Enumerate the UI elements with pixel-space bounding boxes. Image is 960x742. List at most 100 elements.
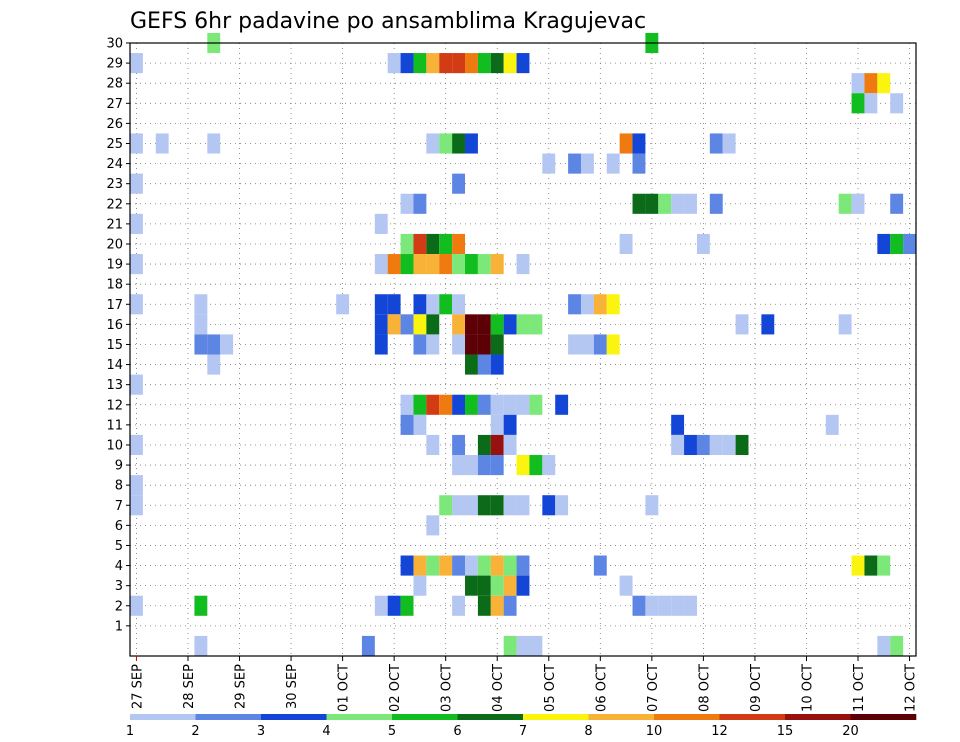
y-tick-label: 9 [115,459,123,474]
precip-cell [606,153,620,174]
y-tick-label: 18 [106,278,123,293]
precip-cell [529,314,543,335]
precip-cell [696,233,710,255]
precip-cell [477,53,491,74]
precip-cell [490,434,504,456]
precip-cell [490,354,504,375]
precip-cell [619,133,633,154]
x-tick-label: 06 OCT [594,664,609,712]
x-tick-label: 05 OCT [543,664,558,712]
precip-cell [503,575,517,596]
x-tick-label: 10 OCT [800,664,815,712]
precip-cell [194,595,208,616]
precip-cell [503,394,517,415]
colorbar-label: 2 [191,724,199,739]
precip-cell [426,314,440,335]
precip-cell [426,394,440,415]
precip-cell [555,394,569,415]
precip-cell [207,354,221,375]
precip-cell [477,575,491,596]
precip-cell [439,233,453,255]
precip-cell [671,595,685,616]
precip-cell [439,294,453,315]
precip-cell [413,254,427,275]
precip-cell [632,193,646,214]
precip-cell [490,455,504,476]
x-tick-label: 08 OCT [697,664,712,712]
precip-cell [413,334,427,355]
precip-cell [851,193,865,214]
precip-cell [477,455,491,476]
precip-cell [387,595,401,616]
precip-cell [452,555,466,576]
precip-cell [709,434,723,456]
precip-cell [658,595,672,616]
precip-cell [606,334,620,355]
precip-cell [452,595,466,616]
colorbar-label: 3 [257,724,265,739]
precip-cell [658,193,672,214]
precip-cell [761,314,775,335]
y-tick-label: 25 [106,137,123,152]
precip-cell [722,434,736,456]
precip-cell [465,555,478,576]
precip-cell [400,414,414,435]
precip-cell [194,314,208,335]
y-tick-label: 13 [106,378,123,393]
y-tick-label: 2 [115,599,123,614]
precip-cell [529,635,543,656]
precip-cell [426,53,440,74]
precip-cell [671,414,685,435]
precip-cell [130,595,143,616]
y-tick-label: 29 [106,57,123,72]
precip-cell [130,294,143,315]
precip-cell [851,93,865,114]
precip-cell [477,434,491,456]
colorbar-swatch [719,714,786,720]
precip-cell [516,394,530,415]
precip-cell [130,495,143,516]
precip-cell [439,495,453,516]
colorbar-swatch [326,714,393,720]
precip-cell [593,555,607,576]
y-tick-label: 7 [115,499,123,514]
precip-cell [439,53,453,74]
y-tick-label: 5 [115,539,123,554]
precip-cell [890,93,904,114]
precip-cell [465,394,478,415]
precip-cell [194,334,208,355]
precip-cell [194,635,208,656]
colorbar-label: 8 [584,724,592,739]
precip-cell [130,254,143,275]
precip-cell [851,73,865,94]
precip-cell [632,133,646,154]
precip-cell [465,455,478,476]
precip-cell [387,314,401,335]
precip-cell [645,495,659,516]
precip-cell [503,53,517,74]
precip-cell [477,495,491,516]
precip-cell [130,53,143,74]
colorbar: 1 2 3 4 5 6 7 8 10 12 15 20 [126,714,917,739]
precip-cell [413,555,427,576]
x-tick-label: 29 SEP [234,664,249,709]
colorbar-swatch [457,714,524,720]
colorbar-swatch [523,714,589,720]
colorbar-swatch [130,714,196,720]
precip-cell [439,394,453,415]
precip-cell [735,314,749,335]
precip-cell [568,153,581,174]
precip-cell [516,495,530,516]
precip-cell [413,233,427,255]
y-tick-label: 26 [106,117,123,132]
chart-title: GEFS 6hr padavine po ansamblima Kragujev… [130,9,646,34]
precip-cell [684,434,697,456]
precip-cell [864,555,878,576]
precip-cell [684,193,697,214]
precip-cell [400,595,414,616]
precip-cell [516,53,530,74]
y-tick-label: 14 [106,358,123,373]
y-tick-label: 30 [106,37,123,52]
y-tick-label: 19 [106,258,123,273]
precip-cell [413,575,427,596]
